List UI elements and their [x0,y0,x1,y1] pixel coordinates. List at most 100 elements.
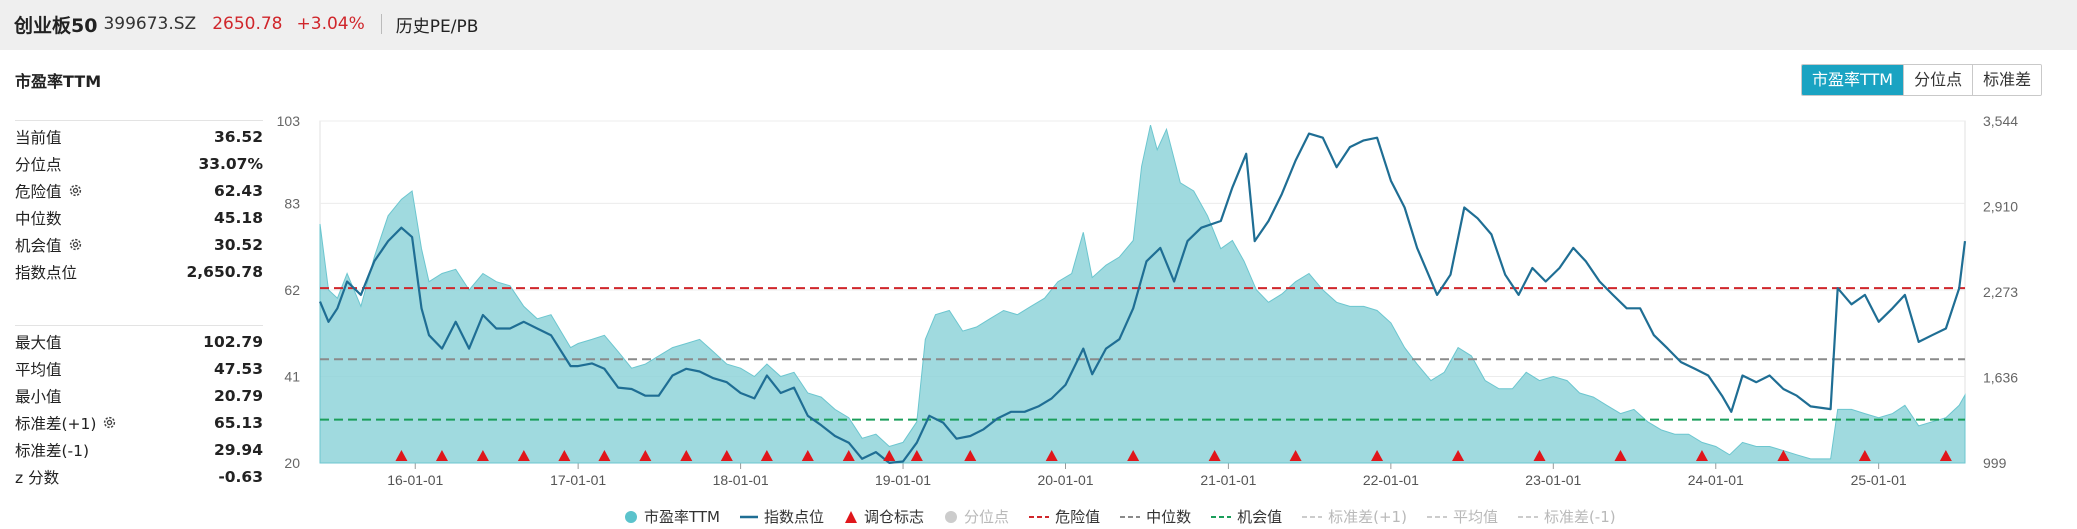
stat-row: 标准差(+1) 65.13 [15,409,263,436]
rebalance-marker [1371,450,1384,461]
legend-label: 市盈率TTM [644,508,721,526]
chart-panel: 市盈率TTM 市盈率TTM 分位点 标准差 当前值 36.52 分位点 33.07% 危… [0,50,2077,529]
y-tick-right: 999 [1983,455,2007,471]
pe-ttm-button[interactable]: 市盈率TTM [1802,65,1904,95]
stat-value: -0.63 [218,467,263,486]
rebalance-marker [1452,450,1465,461]
legend-dash-icon [1120,515,1141,518]
legend-label: 标准差(-1) [1543,508,1616,526]
y-tick-right: 3,544 [1983,113,2018,129]
gear-icon[interactable] [102,415,117,430]
x-tick-label: 24-01-01 [1688,472,1744,488]
stat-label: 平均值 [15,358,62,380]
legend-label: 标准差(+1) [1328,508,1407,526]
stat-row: 中位数 45.18 [15,204,263,231]
rebalance-marker [760,450,773,461]
rebalance-marker [720,450,733,461]
y-tick-left: 103 [277,113,301,129]
legend-item[interactable]: 标准差(+1) [1302,506,1407,527]
stat-value: 2,650.78 [186,262,264,281]
legend-dash-icon [1517,515,1538,518]
legend-label: 分位点 [964,508,1010,526]
stat-row: 机会值 30.52 [15,231,263,258]
x-tick-label: 23-01-01 [1525,472,1581,488]
stat-label: z 分数 [15,466,59,488]
stat-label: 标准差(+1) [15,412,117,434]
stat-label: 当前值 [15,126,62,148]
stat-label-text: 危险值 [15,182,62,201]
gear-icon[interactable] [68,237,83,252]
stat-row: 最小值 20.79 [15,382,263,409]
stat-label: 最大值 [15,331,62,353]
tab-history-pe-pb[interactable]: 历史PE/PB [395,16,479,37]
stat-value: 36.52 [213,127,263,146]
pe-ttm-area [319,124,1966,464]
rebalance-marker [964,450,977,461]
stat-value: 33.07% [198,154,263,173]
panel-title: 市盈率TTM [15,72,102,91]
legend-item[interactable]: 中位数 [1120,506,1191,527]
y-tick-left: 41 [284,368,300,384]
std-dev-button[interactable]: 标准差 [1972,65,2042,95]
rebalance-marker [910,450,923,461]
legend-item[interactable]: 调仓标志 [844,506,924,527]
rebalance-marker [1695,450,1708,461]
stat-label-text: 标准差(+1) [15,414,97,433]
y-tick-right: 2,910 [1983,199,2018,215]
metric-switch: 市盈率TTM 分位点 标准差 [1801,64,2043,96]
legend-label: 危险值 [1055,508,1101,526]
stat-label-text: 机会值 [15,236,62,255]
percentile-button[interactable]: 分位点 [1903,65,1973,95]
rebalance-marker [639,450,652,461]
rebalance-marker [1289,450,1302,461]
x-tick-label: 18-01-01 [713,472,769,488]
stat-label-text: 中位数 [15,209,62,228]
rebalance-marker [842,450,855,461]
legend-dash-icon [1211,515,1232,518]
stat-label-text: 分位点 [15,155,62,174]
stat-label-text: 指数点位 [15,263,78,282]
legend-item[interactable]: 机会值 [1211,506,1282,527]
rebalance-marker [395,450,408,461]
index-name: 创业板50 [14,14,98,37]
legend-item[interactable]: 指数点位 [740,506,824,527]
legend-item[interactable]: 平均值 [1426,506,1498,527]
index-level-line [318,132,1967,464]
stat-label: 机会值 [15,234,83,256]
rebalance-marker [558,450,571,461]
y-tick-left: 83 [284,195,300,211]
x-tick-label: 22-01-01 [1363,472,1419,488]
rebalance-marker [1858,450,1871,461]
pe-chart: 20 41 62 83 103 999 1,636 2,273 2,910 3,544 16-01-… [277,113,2019,488]
divider [380,14,382,34]
legend-dash-icon [1029,515,1050,518]
gear-icon[interactable] [68,183,83,198]
stat-value: 102.79 [203,332,263,351]
rebalance-marker [476,450,489,461]
stat-value: 45.18 [213,208,263,227]
index-change: +3.04% [296,14,365,34]
rebalance-marker [1045,450,1058,461]
y-tick-right: 1,636 [1983,370,2018,386]
rebalance-marker [883,450,896,461]
stat-row: z 分数 -0.63 [15,463,263,490]
legend-item[interactable]: 分位点 [944,506,1009,527]
stat-row: 当前值 36.52 [15,123,263,150]
legend-dash-icon [1302,515,1323,518]
legend-item[interactable]: 危险值 [1029,506,1100,527]
stat-value: 29.94 [213,440,263,459]
stat-row: 最大值 102.79 [15,328,263,355]
rebalance-marker [1939,450,1952,461]
x-tick-label: 19-01-01 [875,472,931,488]
y-tick-left: 20 [284,455,300,471]
stats-current: 当前值 36.52 分位点 33.07% 危险值 62.43 中位数 45.18 机会值 30.5… [15,120,263,285]
top-bar: 创业板50 399673.SZ 2650.78 +3.04% 历史PE/PB [0,0,2077,48]
stat-label-text: 平均值 [15,360,62,379]
stat-value: 65.13 [213,413,263,432]
stat-row: 分位点 33.07% [15,150,263,177]
legend-label: 平均值 [1452,508,1498,526]
legend-item[interactable]: 市盈率TTM [624,506,720,527]
rebalance-marker [517,450,530,461]
legend-item[interactable]: 标准差(-1) [1517,506,1616,527]
index-code: 399673.SZ [103,14,197,34]
